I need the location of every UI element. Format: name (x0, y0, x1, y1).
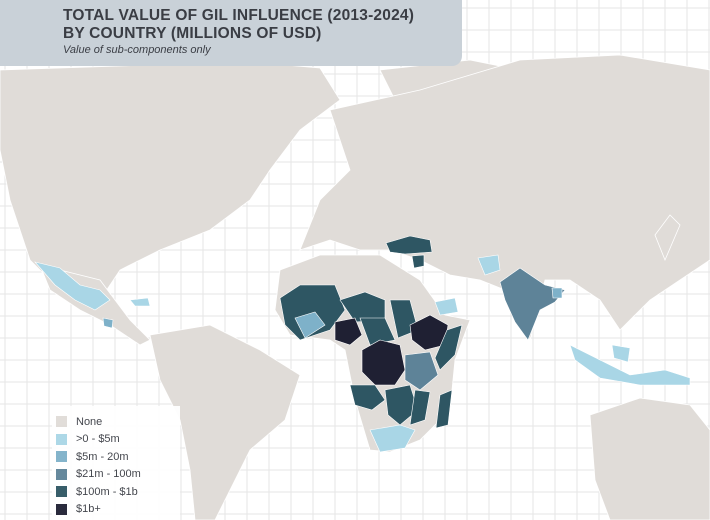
central-am (102, 317, 114, 329)
somalia (434, 324, 463, 371)
legend-label: $100m - $1b (76, 485, 138, 498)
legend-label: None (76, 415, 103, 428)
funded-countries (34, 235, 691, 453)
legend-item: $5m - 20m (56, 448, 180, 466)
legend-label: >0 - $5m (76, 433, 120, 446)
legend: None >0 - $5m $5m - 20m $21m - 100m $100m - … (52, 406, 180, 520)
title-line-1: TOTAL VALUE OF GIL INFLUENCE (2013-2024) (63, 7, 415, 24)
japan-islands (654, 214, 681, 262)
chad-car (359, 317, 396, 346)
bangladesh (551, 287, 563, 299)
southern-africa (384, 384, 419, 426)
legend-swatch (56, 468, 67, 480)
legend-swatch (56, 486, 67, 498)
legend-label: $1b+ (76, 503, 101, 516)
australia (589, 397, 710, 520)
mexico (34, 261, 111, 311)
angola (349, 384, 386, 411)
legend-item: $1b+ (56, 501, 180, 519)
legend-label: $5m - 20m (76, 450, 129, 463)
indonesia (569, 344, 691, 386)
legend-swatch (56, 503, 67, 515)
legend-item: >0 - $5m (56, 431, 180, 449)
mozambique (409, 389, 431, 426)
title-line-2: BY COUNTRY (MILLIONS OF USD) (63, 25, 322, 42)
legend-item: $100m - $1b (56, 483, 180, 501)
afghanistan (477, 254, 501, 276)
nigeria (334, 317, 363, 346)
drc (361, 339, 406, 386)
legend-swatch (56, 416, 67, 428)
legend-swatch (56, 451, 67, 463)
turkey (385, 235, 433, 255)
caribbean (129, 297, 151, 307)
yemen (434, 297, 459, 316)
legend-item: None (56, 413, 180, 431)
india (499, 267, 566, 341)
south-africa (369, 424, 416, 453)
legend-label: $21m - 100m (76, 468, 141, 481)
subtitle: Value of sub-components only (63, 44, 211, 56)
philippines (611, 344, 631, 363)
north-america (0, 61, 341, 301)
south-america (149, 324, 301, 520)
legend-item: $21m - 100m (56, 466, 180, 484)
syria (411, 254, 425, 269)
legend-swatch (56, 433, 67, 445)
west-africa-small (294, 311, 326, 339)
east-africa (404, 351, 439, 391)
map-title-panel: TOTAL VALUE OF GIL INFLUENCE (2013-2024)… (0, 0, 462, 66)
madagascar (435, 389, 453, 429)
